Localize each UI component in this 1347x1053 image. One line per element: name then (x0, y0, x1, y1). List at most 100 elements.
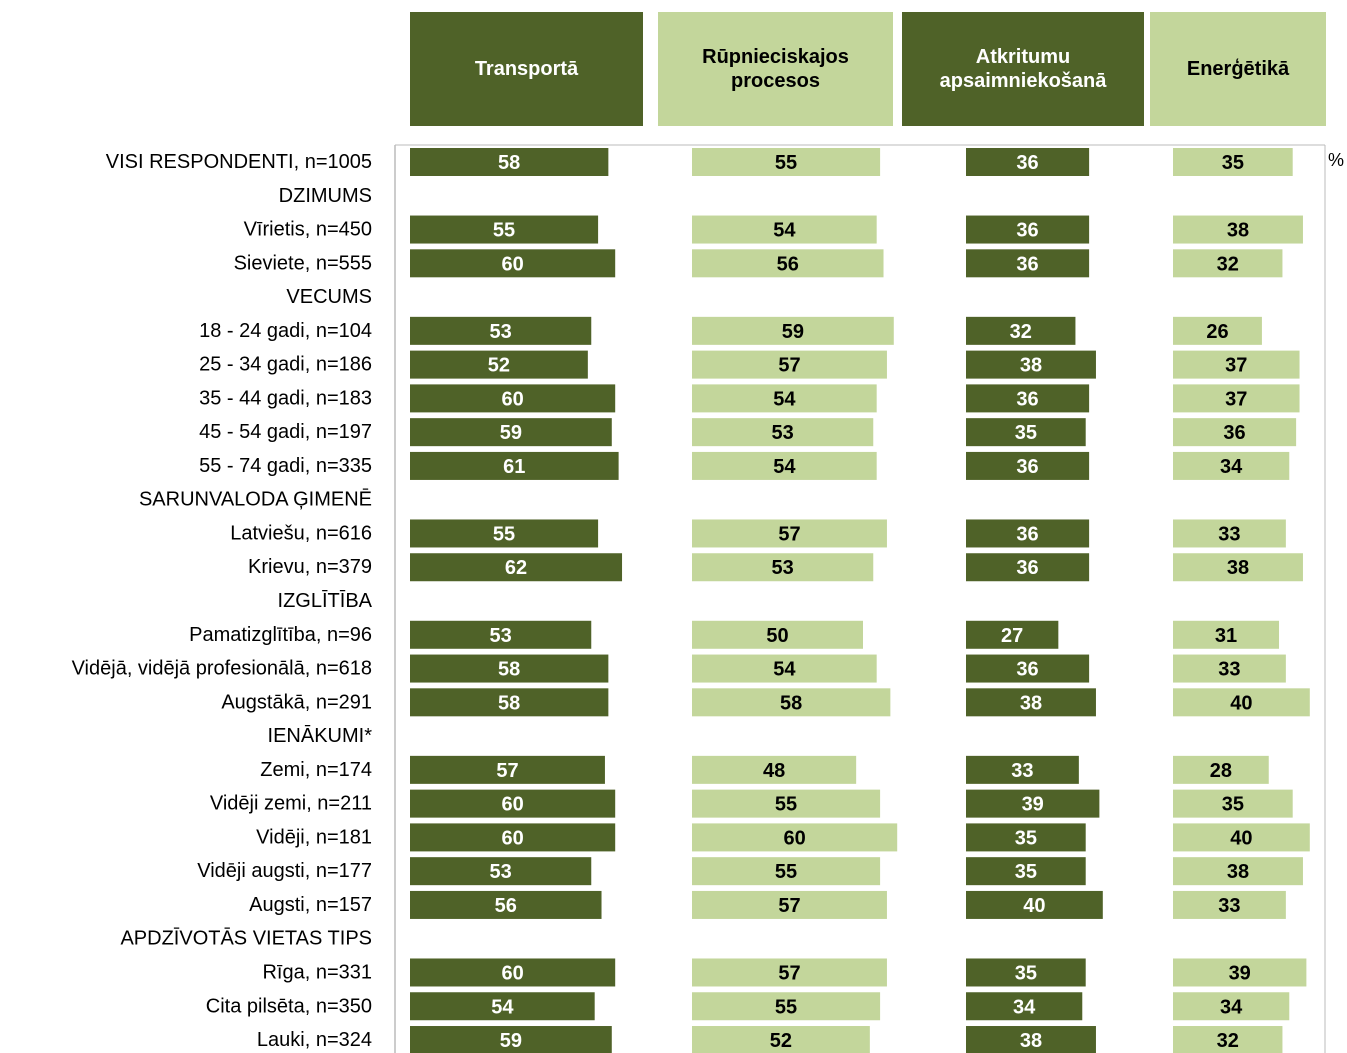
bar (1173, 1026, 1283, 1053)
row-label: APDZĪVOTĀS VIETAS TIPS (120, 927, 372, 950)
bar (410, 215, 599, 244)
row-label: 25 - 34 gadi, n=186 (199, 354, 372, 376)
value-label: 55 (775, 794, 797, 816)
value-label: 36 (1016, 388, 1038, 410)
value-label: 38 (1227, 220, 1249, 242)
bar (1173, 148, 1293, 176)
bar (692, 958, 887, 987)
value-label: 39 (1022, 794, 1044, 816)
bar (1173, 215, 1303, 244)
value-label: 54 (773, 220, 796, 242)
value-label: 37 (1225, 355, 1247, 377)
unit-label: % (1328, 150, 1344, 170)
bar (692, 384, 877, 413)
row-label: Zemi, n=174 (260, 759, 372, 781)
value-label: 36 (1016, 557, 1038, 579)
bar (1173, 451, 1290, 480)
row-label: 55 - 74 gadi, n=335 (199, 455, 372, 477)
bar (692, 890, 887, 919)
value-label: 54 (491, 996, 514, 1018)
bar (410, 823, 616, 852)
bar (410, 384, 616, 413)
bar (1173, 384, 1300, 413)
bar (966, 519, 1090, 548)
value-label: 55 (775, 152, 797, 174)
bar (1173, 418, 1297, 447)
value-label: 37 (1225, 388, 1247, 410)
row-label: Krievu, n=379 (248, 556, 372, 578)
bar (410, 148, 609, 176)
value-label: 60 (501, 794, 523, 816)
bar (692, 688, 891, 717)
value-label: 36 (1016, 152, 1038, 174)
value-label: 57 (778, 962, 800, 984)
row-label: Vidējā, vidējā profesionālā, n=618 (72, 658, 372, 680)
value-label: 54 (773, 659, 796, 681)
value-label: 55 (493, 220, 515, 242)
value-label: 62 (505, 557, 527, 579)
value-label: 32 (1010, 321, 1032, 343)
value-label: 60 (501, 827, 523, 849)
value-label: 57 (778, 523, 800, 545)
bar (1173, 519, 1286, 548)
value-label: 36 (1016, 220, 1038, 242)
bar (966, 857, 1086, 886)
row-label: IZGLĪTĪBA (278, 589, 373, 612)
bar (966, 890, 1103, 919)
bar (692, 553, 874, 582)
bar (1173, 654, 1286, 683)
row-label: Lauki, n=324 (257, 1029, 372, 1051)
value-label: 34 (1220, 996, 1243, 1018)
value-label: 53 (490, 861, 512, 883)
bar (410, 418, 612, 447)
bar (966, 688, 1096, 717)
bar (966, 148, 1090, 176)
row-label: DZIMUMS (279, 185, 372, 207)
value-label: 36 (1016, 253, 1038, 275)
value-label: 34 (1013, 996, 1036, 1018)
row-label: Cita pilsēta, n=350 (206, 995, 372, 1017)
series-header: Transportā (410, 12, 643, 126)
bar (692, 789, 881, 818)
row-label: Pamatizglītība, n=96 (189, 624, 372, 646)
value-label: 48 (763, 760, 785, 782)
value-label: 39 (1229, 962, 1251, 984)
bar (1173, 350, 1300, 379)
row-label: 18 - 24 gadi, n=104 (199, 320, 372, 342)
bar (1173, 249, 1283, 278)
bar (692, 249, 884, 278)
bar (410, 350, 588, 379)
row-label: Vidēji zemi, n=211 (210, 793, 372, 815)
value-label: 35 (1222, 794, 1244, 816)
bar (966, 823, 1086, 852)
value-label: 38 (1227, 557, 1249, 579)
value-label: 32 (1217, 1030, 1239, 1052)
bar (410, 451, 619, 480)
bar (410, 1026, 612, 1053)
value-label: 60 (501, 253, 523, 275)
bar (410, 316, 592, 345)
bar (692, 654, 877, 683)
value-label: 38 (1020, 355, 1042, 377)
value-label: 35 (1015, 962, 1037, 984)
value-label: 52 (488, 355, 510, 377)
value-label: 40 (1230, 827, 1252, 849)
value-label: 54 (773, 456, 796, 478)
value-label: 35 (1015, 422, 1037, 444)
bar (410, 519, 599, 548)
bar (410, 958, 616, 987)
bar (966, 215, 1090, 244)
bar (966, 350, 1096, 379)
bar (410, 890, 602, 919)
bar (410, 789, 616, 818)
bar (692, 519, 887, 548)
row-label: Vīrietis, n=450 (244, 219, 372, 241)
value-label: 36 (1016, 659, 1038, 681)
value-label: 35 (1222, 152, 1244, 174)
bar (966, 992, 1083, 1021)
value-label: 54 (773, 388, 796, 410)
value-label: 36 (1016, 523, 1038, 545)
row-label: 45 - 54 gadi, n=197 (199, 421, 372, 443)
bar (1173, 823, 1310, 852)
